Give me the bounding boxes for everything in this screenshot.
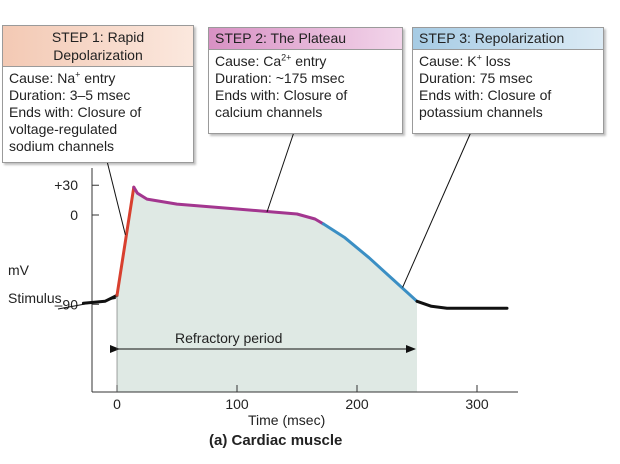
- step2-cause: Cause: Ca2+ entry: [215, 53, 396, 70]
- figure-caption: (a) Cardiac muscle: [209, 432, 343, 449]
- step2-cause-tail: entry: [291, 53, 327, 69]
- step2-cause-text: Cause: Ca: [215, 53, 282, 69]
- step2-title: STEP 2: The Plateau: [215, 30, 347, 46]
- step1-ends-line1: Ends with: Closure of: [9, 104, 142, 120]
- step3-ends-line2: potassium channels: [419, 104, 543, 120]
- step2-header: STEP 2: The Plateau: [209, 28, 402, 50]
- curve-segment-5: [415, 299, 509, 310]
- step3-cause-text: Cause: K: [419, 53, 477, 69]
- x-tick-label-3: 300: [465, 396, 489, 412]
- step2-duration: Duration: ~175 msec: [215, 70, 345, 86]
- stimulus-leader-line: [57, 297, 116, 310]
- step3-ends-line1: Ends with: Closure of: [419, 87, 552, 103]
- step3-body: Cause: K+ loss Duration: 75 msec Ends wi…: [413, 50, 603, 123]
- step2-ends-line1: Ends with: Closure of: [215, 87, 348, 103]
- x-tick-label-1: 100: [225, 396, 249, 412]
- curve-segment-3: [132, 185, 325, 226]
- step3-header: STEP 3: Repolarization: [413, 28, 603, 50]
- x-tick-label-0: 0: [113, 396, 121, 412]
- step1-ends-line3: sodium channels: [9, 138, 115, 154]
- step3-leader-line: [402, 131, 472, 288]
- step1-title-line2: Depolarization: [53, 47, 143, 63]
- step3-box: STEP 3: Repolarization Cause: K+ loss Du…: [412, 27, 604, 134]
- step1-cause-text: Cause: Na: [9, 70, 76, 86]
- y-tick-label-0: +30: [54, 177, 78, 193]
- step1-cause: Cause: Na+ entry: [9, 70, 187, 87]
- y-axis-label: mV: [8, 262, 29, 278]
- curve-segment-2: [115, 185, 136, 297]
- step1-leader-line: [106, 160, 126, 235]
- stimulus-label: Stimulus: [8, 290, 62, 306]
- y-tick-label-1: 0: [70, 207, 78, 223]
- step1-body: Cause: Na+ entry Duration: 3–5 msec Ends…: [3, 67, 193, 157]
- step1-duration: Duration: 3–5 msec: [9, 87, 131, 103]
- step2-cause-sup: 2+: [281, 52, 292, 63]
- step2-box: STEP 2: The Plateau Cause: Ca2+ entry Du…: [208, 27, 403, 134]
- step1-title-line1: STEP 1: Rapid: [51, 29, 145, 45]
- step1-header: STEP 1: Rapid Depolarization: [3, 26, 193, 67]
- step3-cause: Cause: K+ loss: [419, 53, 597, 70]
- step1-box: STEP 1: Rapid Depolarization Cause: Na+ …: [2, 25, 194, 163]
- step1-cause-tail: entry: [80, 70, 116, 86]
- x-tick-label-2: 200: [345, 396, 369, 412]
- step3-title: STEP 3: Repolarization: [419, 30, 565, 46]
- step3-cause-tail: loss: [481, 53, 511, 69]
- step1-cause-sup: +: [75, 69, 81, 80]
- step3-cause-sup: +: [476, 52, 482, 63]
- step2-body: Cause: Ca2+ entry Duration: ~175 msec En…: [209, 50, 402, 123]
- step1-ends-line2: voltage-regulated: [9, 121, 118, 137]
- step2-ends-line2: calcium channels: [215, 104, 323, 120]
- x-axis-label: Time (msec): [248, 412, 326, 428]
- step2-leader-line: [266, 131, 295, 213]
- step3-duration: Duration: 75 msec: [419, 70, 533, 86]
- refractory-label: Refractory period: [175, 330, 283, 346]
- curve-segment-4: [321, 222, 419, 303]
- refractory-shading: [117, 187, 417, 392]
